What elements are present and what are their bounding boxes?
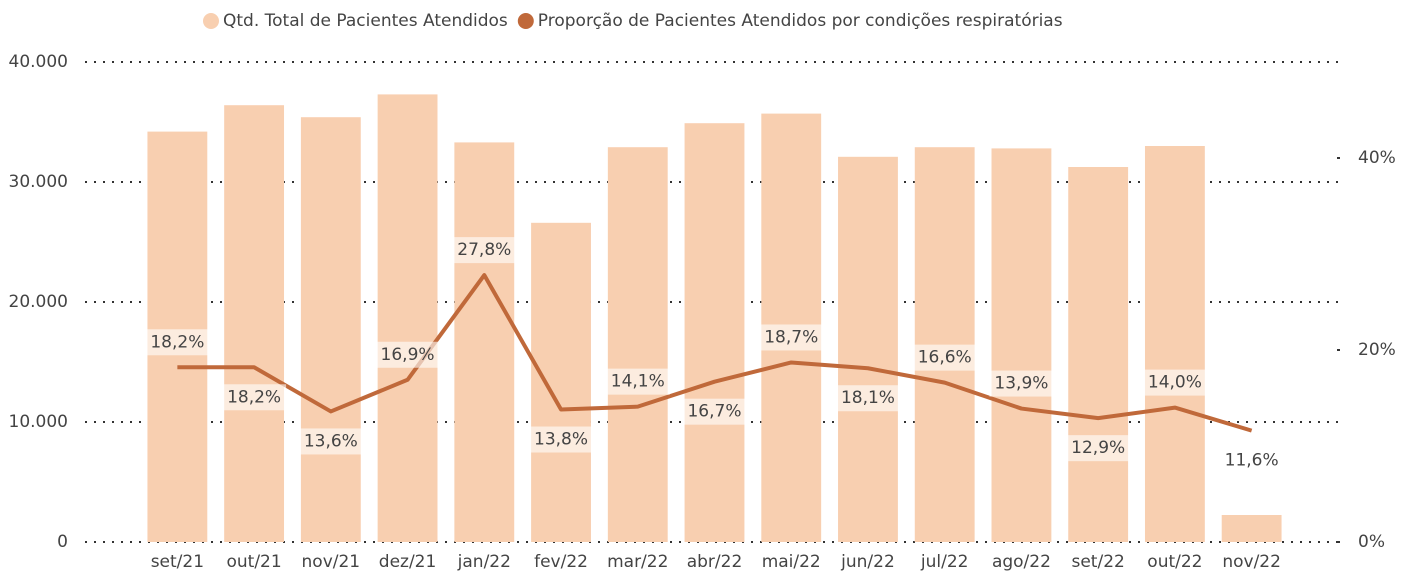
data-label-bg	[298, 428, 363, 455]
x-tick-label: nov/22	[1222, 552, 1281, 572]
x-tick-label: fev/22	[534, 552, 588, 572]
data-label-group: 13,9%	[989, 370, 1054, 397]
data-label-bg	[222, 384, 287, 411]
data-label-bg	[452, 237, 517, 264]
y-tick-label: 20.000	[9, 292, 68, 312]
x-tick-label: jan/22	[457, 552, 511, 572]
data-label: 16,9%	[381, 345, 435, 365]
data-label-group: 13,8%	[529, 426, 594, 453]
y-tick-label: 10.000	[9, 412, 68, 432]
bar	[377, 94, 438, 543]
data-label: 13,6%	[304, 431, 358, 451]
data-label-bg	[375, 341, 440, 368]
bar	[991, 148, 1052, 542]
data-label: 12,9%	[1071, 438, 1125, 458]
y2-tick-label: 20%	[1358, 340, 1396, 360]
data-label: 14,1%	[611, 372, 665, 392]
data-label-bg	[145, 329, 210, 356]
bar	[1144, 146, 1205, 542]
data-label: 16,7%	[687, 402, 741, 422]
y2-tick-label: 0%	[1358, 532, 1385, 552]
data-label-group: 16,6%	[912, 344, 977, 371]
y-tick-label: 30.000	[9, 172, 68, 192]
data-label: 13,8%	[534, 430, 588, 450]
data-label-bg	[912, 344, 977, 371]
x-tick-label: abr/22	[687, 552, 743, 572]
data-label-bg	[759, 324, 824, 351]
data-label: 13,9%	[994, 374, 1048, 394]
data-label-group: 18,2%	[222, 384, 287, 411]
data-label-bg	[529, 426, 594, 453]
y2-tick-label: 40%	[1358, 148, 1396, 168]
bar	[838, 156, 898, 543]
data-label-bg	[1066, 435, 1131, 462]
x-tick-label: jun/22	[840, 552, 895, 572]
x-tick-label: nov/21	[302, 552, 361, 572]
data-label-group: 16,7%	[682, 398, 747, 425]
data-label-group: 14,1%	[605, 368, 670, 395]
data-label: 16,6%	[918, 348, 972, 368]
data-label-group: 18,2%	[145, 329, 210, 356]
bar	[454, 142, 515, 542]
x-tick-label: mai/22	[762, 552, 821, 572]
data-label: 18,2%	[227, 387, 281, 407]
data-label: 18,7%	[764, 327, 818, 347]
bar	[684, 123, 745, 542]
data-label-group: 14,0%	[1142, 369, 1207, 396]
x-tick-label: out/22	[1147, 552, 1202, 572]
data-label-group: 18,7%	[759, 324, 824, 351]
y-tick-label: 0	[57, 532, 68, 552]
x-tick-label: jul/22	[920, 552, 969, 572]
data-label: 18,2%	[150, 332, 204, 352]
legend-marker	[517, 13, 534, 29]
bar	[300, 117, 361, 542]
line	[177, 273, 1253, 433]
bar	[531, 222, 591, 543]
x-tick-label: out/21	[226, 552, 281, 572]
data-label-bg	[835, 385, 900, 412]
data-label: 14,0%	[1148, 373, 1202, 393]
x-tick-label: set/22	[1071, 552, 1124, 572]
bar	[1068, 167, 1129, 542]
data-label-group: 11,6%	[1219, 447, 1284, 474]
data-label: 11,6%	[1225, 451, 1279, 471]
data-label-group: 13,6%	[298, 428, 363, 455]
data-label-bg	[682, 398, 747, 425]
bar	[224, 105, 285, 542]
data-label-bg	[989, 370, 1054, 397]
y-tick-label: 40.000	[9, 52, 68, 72]
x-tick-label: set/21	[151, 552, 204, 572]
data-label-group: 16,9%	[375, 341, 440, 368]
legend-label: Proporção de Pacientes Atendidos por con…	[538, 11, 1063, 31]
legend-label: Qtd. Total de Pacientes Atendidos	[223, 11, 508, 31]
data-label-group: 18,1%	[835, 385, 900, 412]
bar	[607, 147, 668, 542]
data-label: 27,8%	[457, 240, 511, 260]
x-tick-label: mar/22	[607, 552, 668, 572]
x-tick-label: ago/22	[992, 552, 1051, 572]
data-label: 18,1%	[841, 388, 895, 408]
data-label-bg	[605, 368, 670, 395]
data-label-group: 12,9%	[1066, 435, 1131, 462]
bar	[1221, 515, 1282, 542]
data-label-bg	[1142, 369, 1207, 396]
x-tick-label: dez/21	[379, 552, 437, 572]
bar	[914, 147, 975, 542]
data-label-group: 27,8%	[452, 237, 517, 264]
legend-marker	[203, 13, 219, 29]
data-label-bg	[1219, 447, 1284, 474]
